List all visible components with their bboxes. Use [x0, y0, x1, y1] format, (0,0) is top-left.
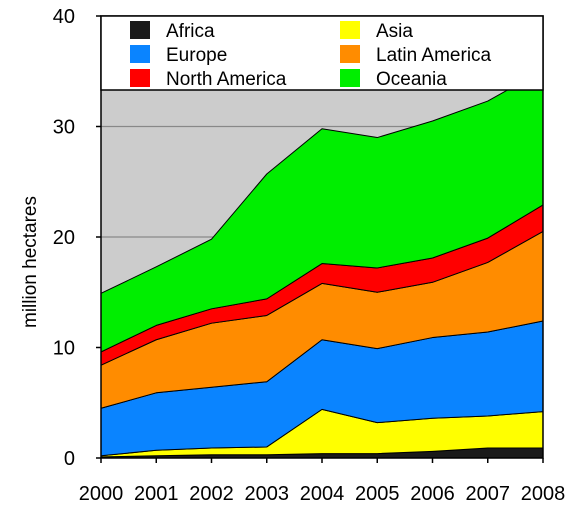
y-axis-label: million hectares [20, 196, 41, 328]
legend-swatch-oceania [340, 69, 360, 87]
legend-swatch-europe [130, 45, 150, 63]
legend-label-oceania: Oceania [376, 69, 447, 90]
x-tick-label: 2002 [189, 483, 234, 505]
x-tick-label: 2000 [79, 483, 124, 505]
x-tick-label: 2007 [466, 483, 511, 505]
y-tick-label: 30 [53, 117, 75, 139]
legend-box [100, 15, 544, 91]
x-tick-label: 2008 [521, 483, 566, 505]
legend-label-asia: Asia [376, 21, 413, 42]
y-tick-label: 40 [53, 6, 75, 28]
y-tick-label: 20 [53, 227, 75, 249]
x-tick-label: 2006 [410, 483, 455, 505]
x-tick-label: 2003 [245, 483, 290, 505]
y-tick-label: 10 [53, 338, 75, 360]
legend-label-europe: Europe [166, 45, 227, 66]
legend-swatch-africa [130, 21, 150, 39]
legend-label-north-america: North America [166, 69, 287, 90]
legend-label-africa: Africa [166, 21, 215, 42]
x-tick-label: 2004 [300, 483, 345, 505]
legend-label-latin-america: Latin America [376, 45, 492, 66]
legend-swatch-north-america [130, 69, 150, 87]
legend-swatch-asia [340, 21, 360, 39]
legend-swatch-latin-america [340, 45, 360, 63]
y-tick-label: 0 [64, 448, 75, 470]
x-tick-label: 2001 [134, 483, 179, 505]
x-tick-label: 2005 [355, 483, 400, 505]
